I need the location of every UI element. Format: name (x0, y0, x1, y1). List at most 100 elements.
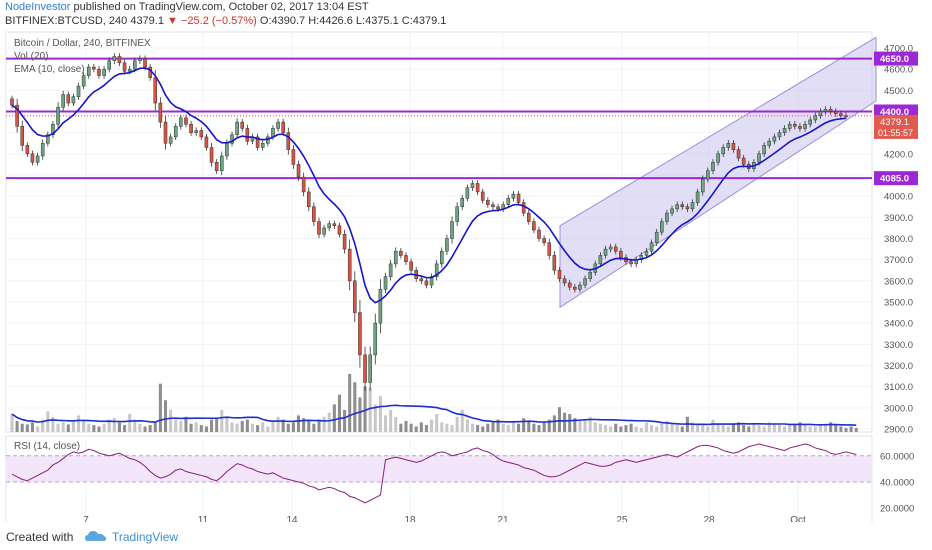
candle-body (711, 162, 715, 172)
candle-body (782, 128, 787, 133)
candle-body (189, 123, 193, 133)
candle-body (388, 263, 393, 277)
time-tick-label: 11 (198, 515, 209, 522)
price-chart[interactable]: 2900.0 3000.0 3100.0 3200.0 3300.0 3400.0 3500… (0, 30, 932, 522)
candle-body (798, 126, 802, 129)
ema-line (11, 67, 847, 304)
last-price-label: 4379.1 (880, 117, 909, 128)
volume-bar (445, 423, 449, 432)
volume-bar (307, 420, 311, 432)
volume-bar (573, 418, 577, 432)
volume-bar (10, 414, 14, 432)
candle-body (373, 322, 378, 356)
candle-body (342, 234, 347, 250)
candle-body (15, 104, 19, 127)
candle-body (511, 193, 516, 199)
time-tick-label: Oct (790, 515, 806, 522)
volume-bar (169, 409, 173, 432)
candle-body (644, 250, 649, 256)
candle-body (168, 136, 173, 144)
candle-body (296, 164, 301, 178)
candle-body (445, 238, 449, 252)
volume-bar (568, 414, 572, 432)
volume-bar (112, 418, 116, 432)
volume-bar (71, 420, 75, 432)
last-price-tag (874, 114, 918, 139)
published-text: published on TradingView.com, October 02… (73, 1, 369, 13)
candle-body (143, 58, 147, 68)
candle-body (383, 276, 388, 290)
candle-body (220, 155, 224, 172)
candle-body (138, 58, 142, 61)
price-tick-label: 4000.0 (884, 192, 913, 203)
volume-bar (537, 425, 541, 432)
volume-bar (327, 412, 331, 432)
candle-body (532, 221, 536, 231)
symbol-line: BITFINEX:BTCUSD, 240 4379.1 ▼ −25.2 (−0.… (5, 15, 446, 27)
volume-bar (767, 422, 771, 432)
chart-header: NodeInvestor published on TradingView.co… (0, 0, 932, 30)
candle-body (695, 191, 700, 203)
candle-body (588, 272, 592, 279)
candle-body (434, 263, 439, 277)
ohlc-text: O:4390.7 H:4426.6 L:4375.1 C:4379.1 (259, 15, 447, 27)
volume-bar (123, 425, 127, 432)
volume-bar (266, 426, 270, 432)
candle-body (680, 204, 685, 207)
author-link[interactable]: NodeInvestor (5, 1, 71, 13)
volume-bar (619, 426, 623, 432)
candle-body (660, 221, 664, 233)
volume-bar (245, 419, 249, 432)
volume-bar (189, 423, 193, 432)
volume-bar (522, 418, 526, 432)
volume-bar (240, 420, 244, 432)
volume-bar (204, 426, 208, 432)
volume-bar (163, 400, 168, 432)
price-tick-label: 3400.0 (884, 319, 913, 330)
candle-body (194, 130, 198, 133)
candle-body (30, 153, 35, 163)
volume-bar (726, 426, 730, 432)
candle-body (440, 250, 444, 265)
candle-body (25, 145, 30, 155)
volume-bar (598, 423, 602, 432)
candle-body (480, 191, 485, 201)
publish-line: NodeInvestor published on TradingView.co… (5, 1, 369, 13)
volume-bar (793, 423, 797, 432)
time-tick-label: 7 (83, 515, 89, 522)
volume-bar (496, 419, 500, 432)
tradingview-brand[interactable]: TradingView (112, 530, 179, 544)
volume-bar (97, 426, 101, 432)
candle-body (127, 68, 132, 72)
price-tick-label: 3800.0 (884, 234, 913, 245)
candle-body (629, 261, 633, 265)
candle-body (613, 246, 618, 252)
volume-bar (138, 423, 142, 432)
candle-body (20, 126, 25, 146)
volume-bar (593, 422, 597, 432)
candle-body (322, 227, 326, 235)
candle-body (741, 157, 746, 165)
candle-body (153, 77, 158, 104)
candle-body (450, 221, 454, 239)
volume-bar (783, 426, 787, 432)
candle-body (706, 170, 710, 180)
candle-body (685, 206, 690, 210)
candle-body (833, 111, 838, 114)
volume-bar (107, 419, 111, 432)
candle-body (281, 121, 285, 133)
candle-body (583, 278, 587, 286)
candle-body (455, 206, 459, 222)
volume-bar (25, 424, 29, 432)
candle-body (393, 250, 398, 265)
price-pane[interactable] (5, 31, 873, 433)
level-tag-label: 4085.0 (880, 174, 909, 185)
volume-bar (670, 423, 674, 432)
volume-bar (665, 420, 669, 432)
candle-body (649, 242, 654, 252)
candle-body (526, 212, 531, 222)
volume-bar (66, 424, 70, 432)
volume-bar (317, 419, 321, 432)
candle-body (486, 200, 490, 205)
volume-bar (737, 422, 741, 432)
